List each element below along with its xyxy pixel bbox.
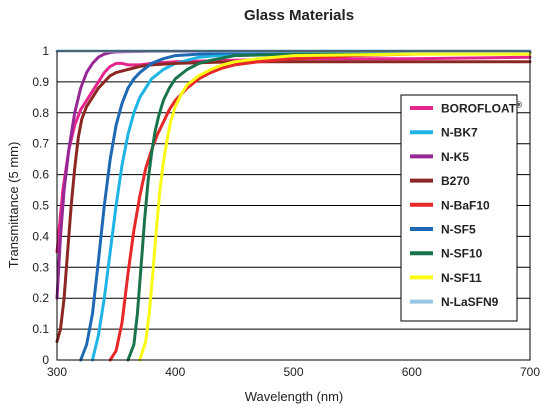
y-tick-label: 0.9 [32, 75, 49, 89]
series-line-borofloat [55, 55, 532, 254]
x-tick-label: 500 [283, 365, 303, 379]
x-tick-labels: 300 400 500 600 700 [47, 365, 540, 379]
legend-label: N-LaSFN9 [441, 295, 499, 309]
y-tick-label: 0.3 [32, 260, 49, 274]
y-axis-label: Transmittance (5 mm) [6, 142, 21, 269]
y-tick-label: 0.1 [32, 322, 49, 336]
x-tick-label: 300 [47, 365, 67, 379]
x-axis-label: Wavelength (nm) [245, 389, 344, 404]
legend-label: N-BaF10 [441, 198, 490, 212]
x-tick-label: 600 [402, 365, 422, 379]
y-tick-label: 1 [42, 44, 49, 58]
legend-label: N-SF11 [441, 271, 482, 285]
x-tick-label: 700 [520, 365, 540, 379]
y-tick-label: 0.6 [32, 168, 49, 182]
y-tick-label: 0.4 [32, 229, 49, 243]
plot-frame [56, 50, 531, 361]
x-tick-label: 400 [165, 365, 185, 379]
legend-label: BOROFLOAT® [441, 101, 522, 116]
y-tick-label: 0 [42, 353, 49, 367]
legend-label: N-K5 [441, 150, 469, 164]
y-tick-label: 0.2 [32, 291, 49, 305]
legend-label: N-BK7 [441, 126, 478, 140]
y-tick-labels: 0 0.1 0.2 0.3 0.4 0.5 0.6 0.7 0.8 0.9 1 [32, 44, 49, 367]
series-line-n-baf10 [108, 51, 532, 362]
legend-label: N-SF5 [441, 223, 476, 237]
legend: BOROFLOAT® N-BK7 N-K5 B270 N-BaF10 N-SF5 N-SF1… [400, 94, 522, 322]
y-tick-label: 0.5 [32, 199, 49, 213]
y-tick-label: 0.7 [32, 137, 49, 151]
legend-label: B270 [441, 174, 470, 188]
series-line-n-sf11 [138, 52, 532, 362]
series-line-n-sf10 [126, 51, 532, 362]
chart-title: Glass Materials [244, 7, 354, 24]
legend-label: N-SF10 [441, 247, 483, 261]
y-tick-label: 0.8 [32, 106, 49, 120]
